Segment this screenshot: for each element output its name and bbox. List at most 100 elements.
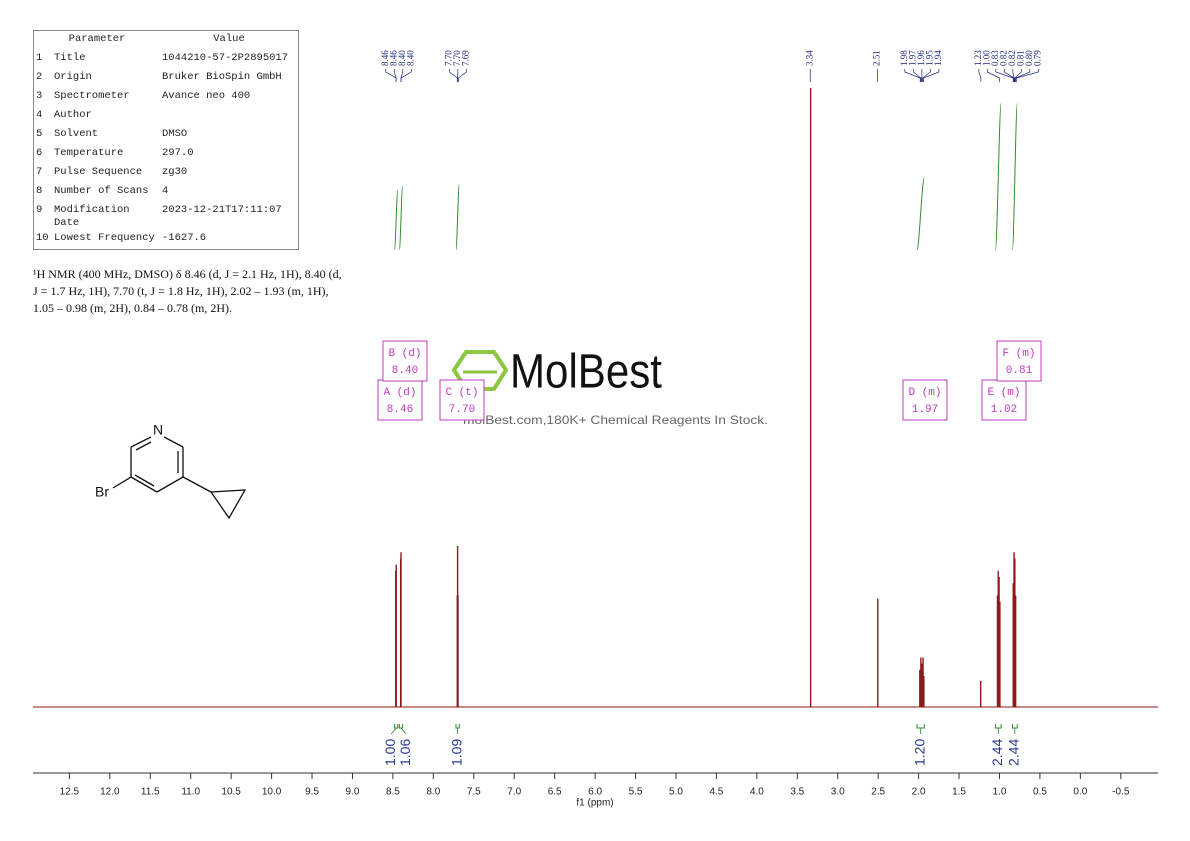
x-tick-label: 1.0: [993, 787, 1007, 798]
multiplet-box: [981, 379, 1027, 421]
peak-label-connector: [978, 69, 982, 82]
integral-label: 2.44: [1006, 739, 1022, 766]
bond: [130, 476, 158, 493]
table-row: 10 Lowest Frequency -1627.6: [34, 230, 299, 250]
x-tick-label: 1.5: [952, 787, 966, 798]
integral-connector: [400, 727, 407, 735]
x-tick-label: 3.5: [790, 787, 804, 798]
peak-label: 0.81: [1015, 50, 1025, 66]
peak-label: 0.82: [1007, 50, 1017, 66]
x-tick-label: 2.5: [871, 787, 885, 798]
multiplet-shift: 8.40: [392, 365, 418, 377]
integral-label: 1.20: [911, 739, 927, 766]
peak-label: 1.96: [916, 50, 926, 66]
x-tick-label: 7.5: [467, 787, 481, 798]
table-cell: Lowest Frequency: [54, 232, 155, 244]
x-tick-label: 9.0: [346, 787, 360, 798]
x-tick-label: 12.0: [100, 787, 120, 798]
integral-bracket: [398, 724, 404, 729]
multiplet-box: [996, 340, 1042, 382]
multiplet-box: [377, 379, 423, 421]
table-cell: zg30: [162, 166, 188, 178]
table-row: 6 Temperature 297.0: [34, 145, 299, 164]
x-tick-label: 6.0: [588, 787, 602, 798]
peak-label-connector: [400, 69, 412, 82]
x-tick-label: 2.0: [912, 787, 926, 798]
parameter-table: Parameter Value 1 Title 1044210-57-2P2895017…: [33, 30, 299, 250]
multiplet-box: [439, 379, 485, 421]
peak-label: 8.46: [380, 50, 390, 66]
bond: [156, 476, 184, 493]
integral-label: 1.09: [448, 739, 464, 766]
double-bond: [134, 474, 155, 487]
peak-label: 1.23: [973, 50, 983, 66]
bond: [112, 476, 132, 489]
table-cell: Number of Scans: [54, 185, 149, 197]
integral-label: 1.00: [382, 739, 398, 766]
multiplet-shift: 8.46: [387, 404, 413, 416]
peak-label-connector: [912, 69, 922, 82]
peak-label-connector: [904, 69, 921, 82]
table-cell: 6: [36, 147, 43, 159]
integral-bracket: [1011, 724, 1018, 729]
integral-curve: [455, 184, 460, 251]
table-cell: Author: [54, 109, 92, 121]
table-cell: [160, 107, 299, 126]
integral-curve: [398, 185, 404, 251]
peak-label-connector: [922, 69, 931, 82]
table-cell: 9: [36, 204, 43, 216]
x-axis-label: f1 (ppm): [576, 798, 613, 809]
peak-label-connector: [1012, 69, 1015, 82]
table-row: 4 Author: [34, 107, 299, 126]
multiplet-name: D (m): [908, 387, 941, 399]
table-cell: Pulse Sequence: [54, 166, 143, 178]
multiplet-name: F (m): [1002, 348, 1035, 360]
table-row: 3 Spectrometer Avance neo 400: [34, 88, 299, 107]
table-header: Value: [213, 33, 245, 45]
table-cell: 1044210-57-2P2895017: [162, 52, 289, 64]
peak-label: 0.82: [998, 50, 1008, 66]
x-tick-label: 5.5: [629, 787, 643, 798]
peak-label-connector: [986, 69, 1000, 82]
peak-label-connector: [1015, 69, 1031, 82]
integral-bracket: [994, 724, 1002, 729]
multiplet-shift: 1.97: [912, 404, 938, 416]
logo-hexagon: [451, 350, 509, 391]
peak-label: 7.70: [443, 50, 453, 66]
peak-label: 7.69: [460, 50, 470, 66]
table-cell: 4: [162, 185, 169, 197]
table-header: Parameter: [68, 33, 126, 45]
multiplet-box: [382, 340, 428, 382]
peak-label: 1.98: [899, 50, 909, 66]
table-cell: 297.0: [162, 147, 194, 159]
peak-label: 0.83: [990, 50, 1000, 66]
integral-bracket: [394, 724, 399, 729]
x-tick-label: 12.5: [60, 787, 80, 798]
peak-label: 1.00: [981, 50, 991, 66]
x-tick-label: 8.5: [386, 787, 400, 798]
multiplet-name: B (d): [388, 348, 421, 360]
atom-label: N: [153, 422, 163, 438]
integral-curve: [916, 177, 925, 251]
peak-label: 1.94: [933, 50, 943, 66]
bond: [182, 476, 212, 493]
table-cell: Bruker BioSpin GmbH: [162, 71, 282, 83]
table-cell: Temperature: [54, 147, 124, 159]
table-cell: DMSO: [162, 128, 188, 140]
table-cell: Spectrometer: [54, 90, 130, 102]
peak-label: 1.95: [924, 50, 934, 66]
atom-label: Br: [95, 484, 109, 500]
x-tick-label: 11.0: [181, 787, 200, 798]
peak-label: 3.34: [804, 50, 814, 66]
x-tick-label: 9.5: [305, 787, 319, 798]
table-cell: 2023-12-21T17:11:07: [162, 204, 282, 216]
integral-connector: [390, 727, 397, 735]
multiplet-name: A (d): [383, 387, 416, 399]
double-bond: [135, 441, 152, 451]
peak-label-connector: [1014, 69, 1022, 82]
table-row: 1 Title 1044210-57-2P2895017: [34, 50, 299, 69]
table-row: 7 Pulse Sequence zg30: [34, 164, 299, 183]
x-tick-label: 11.5: [141, 787, 160, 798]
